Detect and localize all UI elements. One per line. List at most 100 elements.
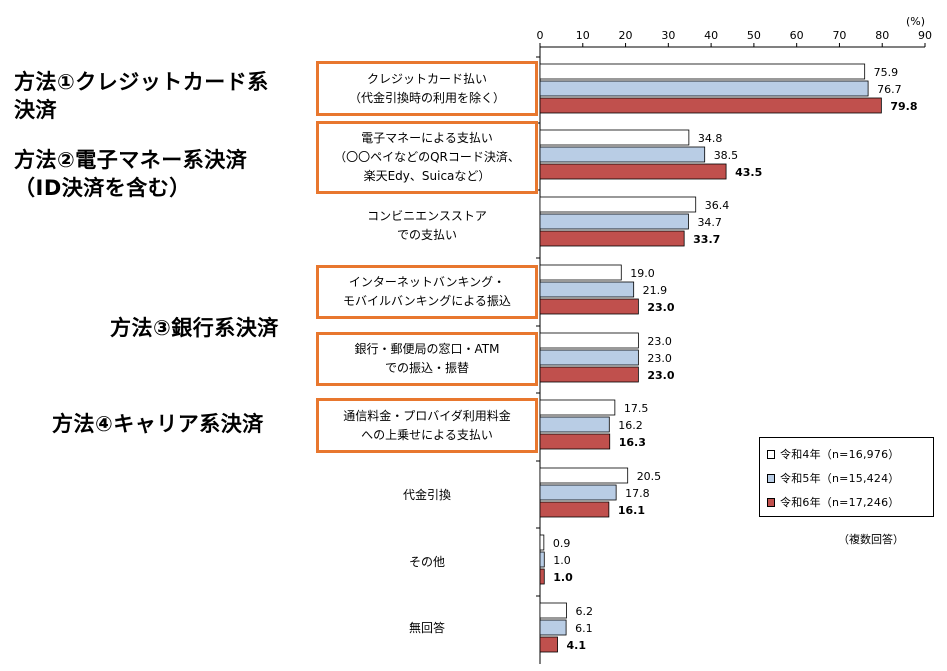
bar bbox=[539, 619, 567, 636]
x-tick-label: 70 bbox=[832, 29, 846, 42]
method-1-line-1: 方法①クレジットカード系 bbox=[14, 70, 269, 94]
data-label: 76.7 bbox=[877, 83, 902, 96]
data-label: 1.0 bbox=[553, 571, 573, 584]
bar bbox=[539, 97, 882, 114]
data-label: 17.8 bbox=[625, 487, 650, 500]
category-line: での支払い bbox=[396, 228, 457, 242]
category-line: その他 bbox=[408, 554, 445, 569]
x-tick-label: 20 bbox=[619, 29, 633, 42]
bar bbox=[539, 467, 629, 484]
data-label: 43.5 bbox=[735, 166, 762, 179]
bar bbox=[539, 349, 639, 366]
category-line: 電子マネーによる支払い bbox=[361, 131, 493, 145]
x-tick-label: 30 bbox=[661, 29, 675, 42]
method-2-line-2: （ID決済を含む） bbox=[14, 176, 191, 200]
bar bbox=[539, 568, 545, 585]
x-tick-label: 0 bbox=[537, 29, 544, 42]
data-label: 23.0 bbox=[647, 301, 674, 314]
x-tick-label: 50 bbox=[747, 29, 761, 42]
data-label: 33.7 bbox=[693, 233, 720, 246]
category-line: 代金引換 bbox=[402, 487, 451, 502]
method-2-label: 方法②電子マネー系決済 （ID決済を含む） bbox=[14, 146, 247, 202]
bar bbox=[539, 196, 697, 213]
data-label: 34.7 bbox=[697, 216, 722, 229]
category-label-credit-card: クレジットカード払い （代金引換時の利用を除く） bbox=[316, 61, 538, 116]
bar bbox=[539, 366, 639, 383]
data-label: 6.1 bbox=[575, 622, 593, 635]
method-2-line-1: 方法②電子マネー系決済 bbox=[14, 148, 248, 172]
legend-swatch-r6 bbox=[767, 497, 775, 507]
method-1-label: 方法①クレジットカード系 決済 bbox=[14, 68, 269, 124]
category-label-cash-on-delivery: 代金引換 bbox=[316, 484, 538, 506]
legend: 令和4年（n=16,976） 令和5年（n=15,424） 令和6年（n=17,… bbox=[759, 437, 934, 517]
bar bbox=[539, 146, 706, 163]
x-tick-label: 80 bbox=[875, 29, 889, 42]
bar bbox=[539, 433, 611, 450]
category-line: インターネットバンキング・ bbox=[348, 275, 506, 289]
data-label: 0.9 bbox=[553, 537, 571, 550]
data-label: 19.0 bbox=[630, 267, 655, 280]
category-line: （代金引換時の利用を除く） bbox=[348, 90, 505, 105]
category-line: 無回答 bbox=[408, 620, 445, 635]
method-1-line-2: 決済 bbox=[14, 98, 57, 122]
bar bbox=[539, 80, 869, 97]
data-label: 23.0 bbox=[647, 335, 672, 348]
category-label-bank-counter: 銀行・郵便局の窓口・ATM での振込・振替 bbox=[316, 332, 538, 386]
category-label-carrier-billing: 通信料金・プロバイダ利用料金 への上乗せによる支払い bbox=[316, 398, 538, 453]
bar bbox=[539, 501, 610, 518]
data-label: 23.0 bbox=[647, 352, 672, 365]
data-label: 16.3 bbox=[619, 436, 646, 449]
data-label: 16.1 bbox=[618, 504, 645, 517]
category-label-other: その他 bbox=[316, 551, 538, 573]
data-label: 21.9 bbox=[643, 284, 668, 297]
category-line: での振込・振替 bbox=[384, 361, 469, 375]
method-3-label: 方法③銀行系決済 bbox=[110, 314, 279, 342]
method-3-line-1: 方法③銀行系決済 bbox=[110, 316, 279, 340]
legend-item-r6: 令和6年（n=17,246） bbox=[767, 494, 899, 510]
legend-text-r6: 令和6年（n=17,246） bbox=[780, 496, 900, 509]
legend-item-r4: 令和4年（n=16,976） bbox=[767, 446, 899, 462]
data-label: 79.8 bbox=[890, 100, 917, 113]
bar bbox=[539, 63, 866, 80]
data-label: 1.0 bbox=[553, 554, 571, 567]
bar bbox=[539, 213, 689, 230]
category-line: への上乗せによる支払い bbox=[361, 427, 493, 442]
data-label: 4.1 bbox=[567, 639, 587, 652]
category-label-convenience-store: コンビニエンスストア での支払い bbox=[316, 201, 538, 251]
data-label: 6.2 bbox=[576, 605, 594, 618]
bar bbox=[539, 298, 639, 315]
bar bbox=[539, 264, 622, 281]
bar bbox=[539, 281, 635, 298]
category-line: コンビニエンスストア bbox=[367, 209, 487, 223]
legend-text-r5: 令和5年（n=15,424） bbox=[780, 472, 900, 485]
bar bbox=[539, 534, 545, 551]
x-tick-label: 90 bbox=[918, 29, 932, 42]
x-tick-label: 40 bbox=[704, 29, 718, 42]
data-label: 23.0 bbox=[647, 369, 674, 382]
category-line: （〇〇ペイなどのQRコード決済、 bbox=[334, 150, 520, 164]
bar bbox=[539, 602, 567, 619]
category-line: モバイルバンキングによる振込 bbox=[343, 294, 511, 308]
category-line: 通信料金・プロバイダ利用料金 bbox=[343, 408, 511, 423]
category-label-no-answer: 無回答 bbox=[316, 617, 538, 639]
data-label: 38.5 bbox=[714, 149, 739, 162]
x-tick-label: 10 bbox=[576, 29, 590, 42]
legend-swatch-r4 bbox=[767, 449, 775, 459]
legend-swatch-r5 bbox=[767, 473, 775, 483]
category-line: 銀行・郵便局の窓口・ATM bbox=[354, 342, 500, 356]
unit-label: (%) bbox=[906, 15, 926, 28]
bar bbox=[539, 416, 610, 433]
legend-text-r4: 令和4年（n=16,976） bbox=[780, 448, 900, 461]
category-label-internet-banking: インターネットバンキング・ モバイルバンキングによる振込 bbox=[316, 265, 538, 319]
method-4-label: 方法④キャリア系決済 bbox=[52, 410, 264, 438]
bar bbox=[539, 230, 685, 247]
legend-item-r5: 令和5年（n=15,424） bbox=[767, 470, 899, 486]
data-label: 75.9 bbox=[874, 66, 899, 79]
bar bbox=[539, 129, 690, 146]
category-label-e-money: 電子マネーによる支払い （〇〇ペイなどのQRコード決済、 楽天Edy、Suica… bbox=[316, 121, 538, 194]
method-4-line-1: 方法④キャリア系決済 bbox=[52, 412, 264, 436]
data-label: 36.4 bbox=[705, 199, 730, 212]
x-tick-label: 60 bbox=[790, 29, 804, 42]
data-label: 17.5 bbox=[624, 402, 649, 415]
